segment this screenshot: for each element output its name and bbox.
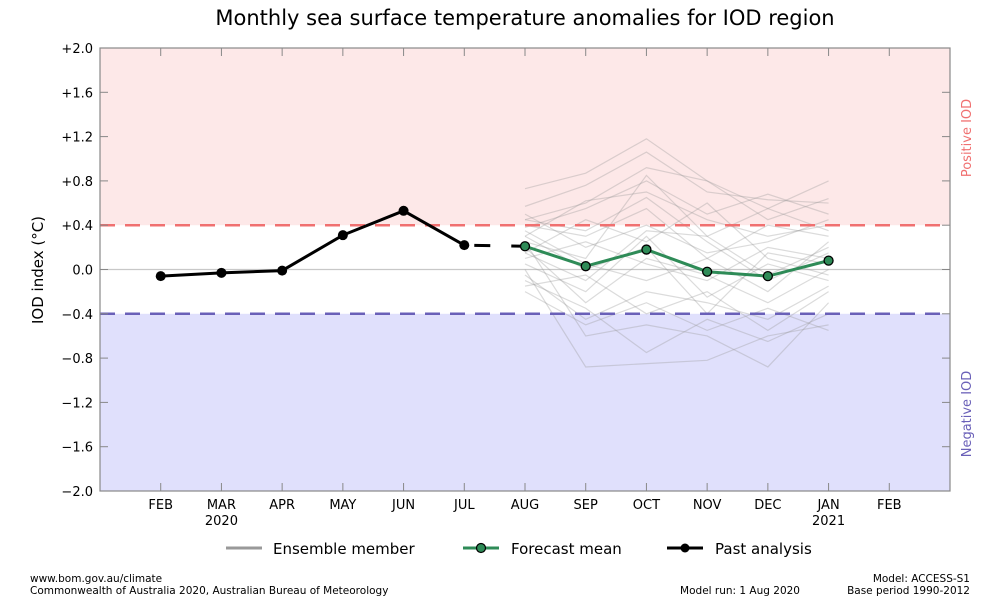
ensemble-member-line [524, 196, 829, 282]
past-analysis-point [216, 267, 227, 278]
x-tick-label: APR [269, 498, 295, 513]
past-analysis-point [155, 271, 166, 282]
ensemble-member-line [524, 241, 829, 282]
ensemble-member-line [524, 191, 829, 237]
y-tick-label: 0.0 [72, 264, 93, 279]
footer: www.bom.gov.au/climate Commonwealth of A… [30, 573, 970, 597]
y-tick-label: +1.2 [61, 131, 93, 146]
x-tick-label: JAN [816, 498, 839, 513]
legend-past-marker [680, 543, 690, 553]
ensemble-member-line [524, 291, 829, 332]
x-tick-label: JUL [453, 498, 475, 513]
past-analysis-line [160, 209, 466, 278]
x-tick-label: FEB [148, 498, 173, 513]
chart-title: Monthly sea surface temperature anomalie… [215, 6, 834, 30]
forecast-mean-point [823, 255, 834, 266]
legend-ensemble-label: Ensemble member [273, 540, 416, 558]
y-tick-label: +2.0 [61, 42, 93, 57]
footer-model: Model: ACCESS-S1 [873, 573, 970, 585]
ensemble-member-line [524, 241, 830, 368]
x-tick-label: NOV [693, 498, 722, 513]
past-to-forecast-dashed-line [464, 243, 526, 248]
footer-model-run: Model run: 1 Aug 2020 [680, 585, 800, 597]
ensemble-member-line [524, 280, 829, 354]
ensemble-member-line [524, 166, 829, 221]
footer-base-period: Base period 1990-2012 [847, 585, 970, 597]
forecast-mean-line [524, 244, 829, 278]
y-tick-label: −1.6 [61, 441, 93, 456]
ensemble-member-line [524, 230, 829, 293]
y-tick-label: +0.8 [61, 175, 93, 190]
forecast-mean-point [641, 244, 652, 255]
ensemble-member-line [524, 230, 829, 282]
legend-forecast-label: Forecast mean [511, 540, 622, 558]
y-tick-label: −0.8 [61, 352, 93, 367]
forecast-mean-point [519, 241, 531, 252]
ensemble-member-line [524, 174, 829, 260]
past-analysis-point [277, 265, 288, 276]
x-tick-label: MAY [329, 498, 356, 513]
past-analysis-point [398, 205, 409, 216]
plot-area: +2.0 +1.6 +1.2 +0.8 +0.4 0.0 −0.4 −0.8 −1.2 −1.6 −… [61, 42, 951, 529]
y-axis-label: IOD index (°C) [29, 216, 47, 324]
positive-iod-label: Positive IOD [960, 99, 975, 177]
x-tick-label: JUN [391, 498, 415, 513]
ensemble-member-line [524, 274, 829, 332]
past-analysis-point [459, 240, 470, 251]
forecast-mean-point [762, 270, 774, 282]
forecast-mean-point [701, 266, 713, 277]
ensemble-member-line [524, 213, 829, 254]
ensemble-member-line [524, 138, 829, 210]
x-tick-label: MAR [207, 498, 236, 513]
past-analysis-point [337, 230, 348, 241]
positive-region [100, 48, 950, 226]
x-tick-label: OCT [633, 498, 660, 513]
legend-forecast-marker [475, 542, 487, 554]
footer-website: www.bom.gov.au/climate [30, 573, 162, 585]
x-year-label: 2021 [812, 514, 845, 529]
y-tick-label: −2.0 [61, 485, 93, 500]
ensemble-member-line [524, 151, 829, 207]
ensemble-member-line [524, 269, 829, 368]
legend: Ensemble member Forecast mean Past analy… [226, 540, 812, 558]
ensemble-member-line [524, 235, 829, 298]
x-year-label: 2020 [205, 514, 238, 529]
x-tick-label: DEC [754, 498, 781, 513]
footer-copyright: Commonwealth of Australia 2020, Australi… [30, 585, 388, 597]
ensemble-member-line [524, 207, 829, 260]
negative-iod-label: Negative IOD [960, 371, 975, 458]
x-tick-label: SEP [574, 498, 598, 513]
x-tick-label: AUG [511, 498, 539, 513]
forecast-mean-point [580, 261, 591, 272]
ensemble-member-line [524, 246, 829, 304]
legend-past-label: Past analysis [715, 540, 812, 558]
y-tick-label: −0.4 [61, 308, 93, 323]
ensemble-member-line [524, 180, 829, 228]
x-tick-label: FEB [877, 498, 902, 513]
y-tick-label: +0.4 [61, 219, 93, 234]
y-tick-label: −1.2 [61, 396, 93, 411]
negative-region [100, 313, 950, 491]
y-tick-label: +1.6 [61, 86, 93, 101]
